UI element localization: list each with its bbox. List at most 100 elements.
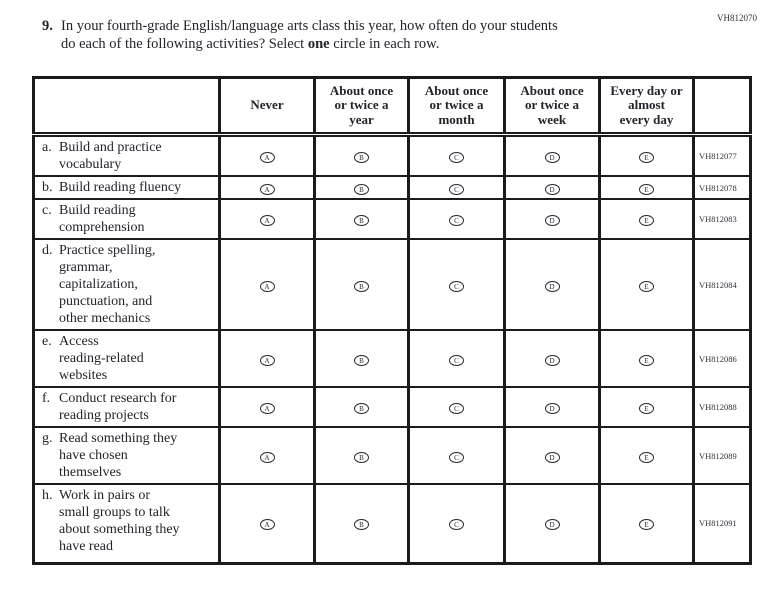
answer-bubble-c-2[interactable]: C <box>449 215 464 226</box>
answer-bubble-a-2[interactable]: C <box>449 152 464 163</box>
column-header-option-0: Never <box>218 76 316 137</box>
answer-bubble-e-3[interactable]: D <box>544 354 560 366</box>
answer-bubble-d-1[interactable]: B <box>354 280 369 292</box>
activity-line: capitalization, <box>59 277 138 292</box>
column-header-line: About once <box>329 82 394 98</box>
activity-text: Read something they <box>59 431 178 446</box>
answer-bubble-c-1[interactable]: B <box>354 215 369 226</box>
row-letter: b. <box>42 180 53 195</box>
option-cell: D <box>503 198 601 240</box>
answer-bubble-h-2[interactable]: C <box>449 519 464 531</box>
answer-bubble-a-0[interactable]: A <box>259 152 275 163</box>
answer-bubble-c-4[interactable]: E <box>639 215 654 226</box>
option-cell: A <box>218 386 316 428</box>
option-cell: A <box>218 133 316 177</box>
activity-line: have chosen <box>59 448 128 463</box>
answer-bubble-g-1[interactable]: B <box>354 451 369 463</box>
answer-bubble-a-4[interactable]: E <box>639 152 654 163</box>
column-header-line: every day <box>619 111 674 127</box>
table-row: c. Build reading comprehension A B C D E VH81208… <box>32 198 752 240</box>
activity-text: Conduct research for <box>59 391 177 406</box>
survey-table: Never About once or twice a year About once o… <box>32 76 752 565</box>
activity-label-cell: b. Build reading fluency <box>32 175 221 200</box>
option-cell: E <box>598 133 695 177</box>
activity-line: about something they <box>59 522 180 537</box>
answer-bubble-d-3[interactable]: D <box>544 280 560 292</box>
option-cell: E <box>598 426 695 485</box>
answer-bubble-f-0[interactable]: A <box>259 403 275 414</box>
activity-line: vocabulary <box>59 157 122 172</box>
question-text: In your fourth-grade English/language ar… <box>61 17 558 53</box>
answer-bubble-g-4[interactable]: E <box>639 451 654 463</box>
answer-bubble-f-4[interactable]: E <box>639 403 654 414</box>
question-number: 9. <box>42 18 53 34</box>
answer-bubble-a-1[interactable]: B <box>354 152 369 163</box>
activity-line: punctuation, and <box>59 294 153 309</box>
activity-text: Build and practice <box>59 140 162 155</box>
row-item-code: VH812088 <box>692 386 752 428</box>
answer-bubble-h-3[interactable]: D <box>544 519 560 531</box>
answer-bubble-f-1[interactable]: B <box>354 403 369 414</box>
answer-bubble-f-3[interactable]: D <box>544 403 560 414</box>
answer-bubble-h-0[interactable]: A <box>259 519 275 531</box>
activity-line: c. Build reading <box>42 202 216 219</box>
answer-bubble-f-2[interactable]: C <box>449 403 464 414</box>
answer-bubble-d-2[interactable]: C <box>449 280 464 292</box>
option-cell: C <box>407 386 506 428</box>
header-code-empty-cell <box>692 76 752 137</box>
option-cell: C <box>407 426 506 485</box>
row-item-code: VH812091 <box>692 483 752 564</box>
activity-text: Access <box>59 334 99 349</box>
option-cell: E <box>598 198 695 240</box>
activity-line: b. Build reading fluency <box>42 179 216 196</box>
answer-bubble-e-4[interactable]: E <box>639 354 654 366</box>
answer-bubble-g-2[interactable]: C <box>449 451 464 463</box>
answer-bubble-b-3[interactable]: D <box>544 183 560 195</box>
question-line-2: do each of the following activities? Sel… <box>61 35 558 53</box>
answer-bubble-g-0[interactable]: A <box>259 451 275 463</box>
table-row: b. Build reading fluency A B C D E VH812078 <box>32 175 752 200</box>
option-cell: B <box>313 483 410 564</box>
answer-bubble-e-2[interactable]: C <box>449 354 464 366</box>
answer-bubble-h-4[interactable]: E <box>639 519 654 531</box>
row-letter: h. <box>42 488 53 503</box>
survey-table-header: Never About once or twice a year About once o… <box>32 76 752 137</box>
row-item-code: VH812083 <box>692 198 752 240</box>
answer-bubble-a-3[interactable]: D <box>544 152 560 163</box>
option-cell: D <box>503 238 601 331</box>
column-header-option-3: About once or twice a week <box>503 76 601 137</box>
answer-bubble-b-1[interactable]: B <box>354 183 369 195</box>
survey-table-body: a. Build and practice vocabulary A B C D E VH812… <box>32 133 752 564</box>
row-letter: a. <box>42 140 52 155</box>
row-item-code: VH812084 <box>692 238 752 331</box>
activity-label-cell: c. Build reading comprehension <box>32 198 221 240</box>
option-cell: B <box>313 426 410 485</box>
row-letter: d. <box>42 243 53 258</box>
option-cell: C <box>407 198 506 240</box>
row-item-code: VH812086 <box>692 329 752 388</box>
answer-bubble-e-1[interactable]: B <box>354 354 369 366</box>
answer-bubble-d-4[interactable]: E <box>639 280 654 292</box>
column-header-line: Never <box>250 97 284 113</box>
activity-line: other mechanics <box>59 311 151 326</box>
answer-bubble-c-3[interactable]: D <box>544 215 560 226</box>
column-header-line: About once <box>520 82 584 98</box>
question-line-2-bold: one <box>307 36 330 52</box>
answer-bubble-d-0[interactable]: A <box>259 280 275 292</box>
activity-label-cell: d. Practice spelling, grammar, capitalizati… <box>32 238 221 331</box>
answer-bubble-b-4[interactable]: E <box>639 183 654 195</box>
option-cell: B <box>313 198 410 240</box>
answer-bubble-c-0[interactable]: A <box>259 215 275 226</box>
answer-bubble-b-2[interactable]: C <box>449 183 464 195</box>
option-cell: E <box>598 329 695 388</box>
table-row: h. Work in pairs or small groups to talk ab… <box>32 483 752 564</box>
answer-bubble-g-3[interactable]: D <box>544 451 560 463</box>
column-header-line: or twice a <box>525 97 579 113</box>
activity-line: g. Read something they <box>42 430 216 447</box>
option-cell: D <box>503 175 601 200</box>
answer-bubble-e-0[interactable]: A <box>259 354 275 366</box>
option-cell: A <box>218 198 316 240</box>
answer-bubble-h-1[interactable]: B <box>354 519 369 531</box>
answer-bubble-b-0[interactable]: A <box>259 183 275 195</box>
table-row: a. Build and practice vocabulary A B C D E VH812… <box>32 133 752 177</box>
